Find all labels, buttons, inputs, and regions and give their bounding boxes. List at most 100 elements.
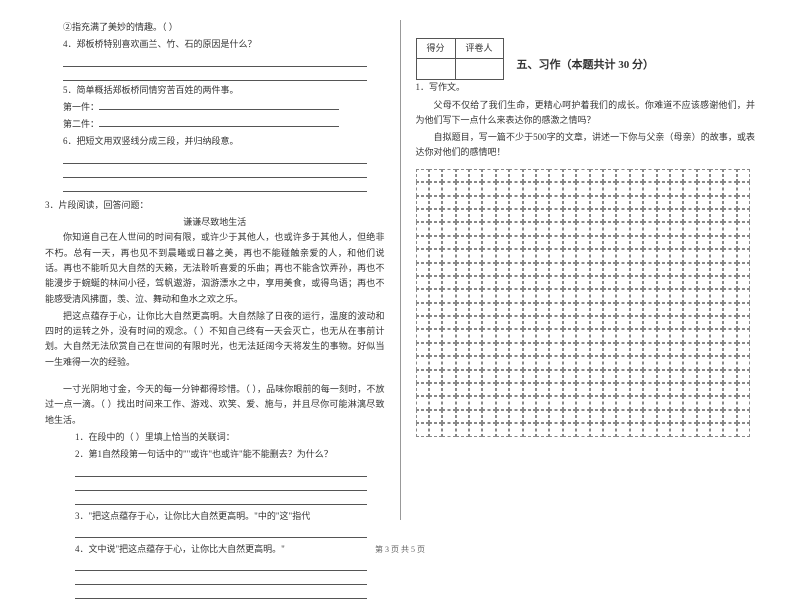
grid-cell bbox=[630, 289, 643, 302]
grid-cell bbox=[670, 222, 683, 235]
grid-cell bbox=[697, 343, 710, 356]
grid-cell bbox=[603, 182, 616, 195]
grid-cell bbox=[603, 276, 616, 289]
grid-cell bbox=[416, 249, 429, 262]
grid-row bbox=[416, 236, 756, 249]
grid-cell bbox=[523, 196, 536, 209]
grid-row bbox=[416, 222, 756, 235]
grid-cell bbox=[442, 276, 455, 289]
grid-cell bbox=[416, 356, 429, 369]
grid-cell bbox=[469, 383, 482, 396]
grid-cell bbox=[710, 236, 723, 249]
writing-q-number: 1．写作文。 bbox=[416, 80, 756, 95]
grid-cell bbox=[657, 222, 670, 235]
grid-cell bbox=[737, 289, 750, 302]
grid-cell bbox=[563, 329, 576, 342]
grid-cell bbox=[563, 222, 576, 235]
grid-cell bbox=[710, 423, 723, 436]
grid-cell bbox=[590, 289, 603, 302]
grid-cell bbox=[536, 169, 549, 182]
grid-cell bbox=[616, 222, 629, 235]
grid-cell bbox=[723, 263, 736, 276]
grid-cell bbox=[429, 236, 442, 249]
grid-cell bbox=[429, 423, 442, 436]
grid-cell bbox=[456, 370, 469, 383]
passage-title: 谦谦尽致地生活 bbox=[45, 215, 385, 230]
grid-cell bbox=[737, 236, 750, 249]
grid-cell bbox=[563, 196, 576, 209]
grid-cell bbox=[563, 396, 576, 409]
grid-cell bbox=[723, 236, 736, 249]
grid-cell bbox=[683, 410, 696, 423]
grid-cell bbox=[657, 343, 670, 356]
grid-cell bbox=[576, 209, 589, 222]
grid-cell bbox=[456, 303, 469, 316]
grid-cell bbox=[710, 410, 723, 423]
grid-cell bbox=[482, 423, 495, 436]
grid-cell bbox=[429, 343, 442, 356]
grid-cell bbox=[630, 263, 643, 276]
grid-cell bbox=[523, 396, 536, 409]
grid-cell bbox=[603, 329, 616, 342]
grid-cell bbox=[549, 423, 562, 436]
grid-cell bbox=[469, 249, 482, 262]
grid-cell bbox=[482, 316, 495, 329]
grid-cell bbox=[630, 249, 643, 262]
grid-cell bbox=[657, 276, 670, 289]
grid-cell bbox=[429, 410, 442, 423]
grid-cell bbox=[737, 356, 750, 369]
grid-cell bbox=[549, 370, 562, 383]
grid-cell bbox=[563, 383, 576, 396]
grid-cell bbox=[723, 370, 736, 383]
grid-cell bbox=[416, 423, 429, 436]
grid-cell bbox=[657, 236, 670, 249]
grid-cell bbox=[496, 196, 509, 209]
grid-cell bbox=[456, 182, 469, 195]
grid-cell bbox=[616, 182, 629, 195]
grid-cell bbox=[590, 356, 603, 369]
grid-cell bbox=[469, 343, 482, 356]
grid-cell bbox=[509, 316, 522, 329]
grid-cell bbox=[496, 236, 509, 249]
grid-cell bbox=[496, 276, 509, 289]
grid-cell bbox=[737, 423, 750, 436]
grid-cell bbox=[603, 423, 616, 436]
grid-cell bbox=[496, 343, 509, 356]
grid-cell bbox=[549, 169, 562, 182]
grid-cell bbox=[723, 222, 736, 235]
grid-cell bbox=[670, 410, 683, 423]
grid-cell bbox=[737, 329, 750, 342]
grid-cell bbox=[683, 182, 696, 195]
grid-cell bbox=[670, 370, 683, 383]
grid-cell bbox=[456, 316, 469, 329]
grid-cell bbox=[416, 316, 429, 329]
grid-cell bbox=[469, 276, 482, 289]
grid-cell bbox=[576, 236, 589, 249]
grid-cell bbox=[603, 263, 616, 276]
grid-row bbox=[416, 276, 756, 289]
grid-cell bbox=[630, 196, 643, 209]
grid-cell bbox=[549, 236, 562, 249]
grid-cell bbox=[549, 196, 562, 209]
grid-cell bbox=[630, 222, 643, 235]
grid-cell bbox=[442, 303, 455, 316]
grid-cell bbox=[469, 356, 482, 369]
grid-cell bbox=[603, 169, 616, 182]
grid-cell bbox=[416, 329, 429, 342]
grid-cell bbox=[643, 196, 656, 209]
grid-cell bbox=[590, 169, 603, 182]
grid-cell bbox=[683, 329, 696, 342]
grid-row bbox=[416, 289, 756, 302]
grid-cell bbox=[576, 222, 589, 235]
grid-cell bbox=[549, 316, 562, 329]
grid-cell bbox=[657, 289, 670, 302]
grid-cell bbox=[616, 316, 629, 329]
sub-question: 2．第1自然段第一句话中的""或许"也或许"能不能删去？为什么？ bbox=[45, 447, 385, 462]
grid-cell bbox=[683, 303, 696, 316]
grid-cell bbox=[429, 222, 442, 235]
grid-cell bbox=[670, 236, 683, 249]
grid-cell bbox=[643, 182, 656, 195]
grid-cell bbox=[576, 276, 589, 289]
grid-cell bbox=[737, 182, 750, 195]
left-column: ②指充满了美妙的情趣。（ ） 4．郑板桥特别喜欢画兰、竹、石的原因是什么？ 5．… bbox=[30, 20, 401, 520]
